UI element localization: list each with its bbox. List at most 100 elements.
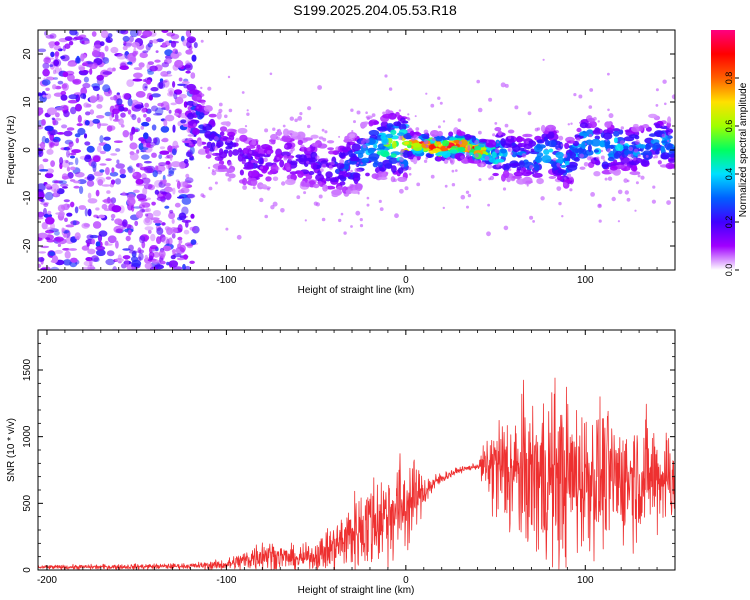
heatmap-blob — [161, 222, 166, 226]
heatmap-blob — [404, 186, 409, 191]
heatmap-blob — [66, 127, 75, 131]
heatmap-blob — [343, 231, 347, 235]
heatmap-blob — [526, 184, 529, 187]
heatmap-blob — [394, 213, 399, 219]
heatmap-blob — [510, 175, 516, 181]
heatmap-blob — [200, 100, 206, 105]
heatmap-blob — [603, 139, 611, 147]
heatmap-blob — [190, 213, 195, 219]
heatmap-blob — [141, 154, 150, 160]
heatmap-blob — [596, 156, 600, 160]
heatmap-blob — [161, 42, 167, 47]
heatmap-blob — [227, 177, 232, 182]
heatmap-blob — [319, 168, 324, 173]
heatmap-blob — [374, 160, 379, 165]
heatmap-blob — [324, 130, 328, 134]
heatmap-blob — [87, 248, 96, 255]
heatmap-blob — [82, 82, 91, 89]
heatmap-blob — [629, 158, 633, 162]
heatmap-blob — [444, 184, 448, 188]
heatmap-blob — [304, 219, 307, 222]
heatmap-blob — [398, 123, 407, 131]
heatmap-blob — [198, 112, 205, 119]
heatmap-blob — [138, 203, 145, 209]
heatmap-blob — [423, 159, 428, 163]
heatmap-blob — [38, 263, 42, 268]
y-tick-label: 10 — [22, 96, 33, 108]
heatmap-blob — [54, 230, 60, 236]
heatmap-blob — [628, 134, 638, 139]
heatmap-blob — [105, 158, 112, 162]
heatmap-blob — [205, 147, 210, 154]
heatmap-blob — [144, 254, 148, 261]
heatmap-blob — [422, 136, 430, 139]
heatmap-blob — [294, 118, 298, 123]
heatmap-blob — [407, 166, 412, 171]
heatmap-blob — [570, 122, 573, 125]
heatmap-blob — [91, 50, 99, 57]
heatmap-blob — [189, 226, 196, 231]
heatmap-blob — [171, 218, 175, 224]
heatmap-blob — [360, 140, 365, 145]
heatmap-blob — [170, 40, 177, 48]
heatmap-blob — [232, 149, 240, 156]
heatmap-blob — [48, 251, 55, 256]
heatmap-blob — [655, 104, 659, 107]
heatmap-blob — [400, 153, 404, 157]
heatmap-blob — [68, 141, 74, 147]
heatmap-blob — [288, 156, 293, 161]
heatmap-blob — [255, 153, 265, 158]
heatmap-blob — [416, 182, 421, 187]
heatmap-blob — [110, 46, 119, 54]
heatmap-blob — [87, 198, 98, 204]
heatmap-blob — [170, 102, 177, 106]
heatmap-blob — [386, 123, 394, 128]
heatmap-blob — [412, 142, 422, 148]
heatmap-blob — [281, 134, 292, 143]
heatmap-blob — [406, 116, 410, 120]
heatmap-blob — [186, 193, 196, 199]
heatmap-blob — [111, 205, 122, 213]
heatmap-blob — [269, 139, 274, 145]
heatmap-blob — [132, 51, 138, 57]
heatmap-blob — [104, 111, 112, 117]
heatmap-blob — [393, 178, 397, 182]
heatmap-blob — [365, 111, 368, 114]
heatmap-blob — [91, 238, 96, 245]
heatmap-blob — [119, 174, 127, 179]
heatmap-blob — [466, 154, 471, 158]
heatmap-blob — [368, 120, 374, 127]
heatmap-blob — [184, 64, 191, 69]
heatmap-blob — [338, 151, 346, 159]
heatmap-blob — [642, 124, 649, 129]
heatmap-blob — [437, 157, 442, 162]
heatmap-blob — [110, 153, 118, 156]
heatmap-blob — [139, 52, 148, 59]
heatmap-blob — [110, 179, 116, 185]
heatmap-blob — [143, 165, 153, 174]
heatmap-blob — [87, 208, 92, 217]
colorbar-tick-label: 0.0 — [724, 264, 734, 277]
heatmap-blob — [492, 172, 499, 177]
heatmap-blob — [50, 51, 55, 58]
heatmap-blob — [428, 144, 434, 150]
heatmap-blob — [300, 144, 305, 149]
heatmap-blob — [331, 189, 343, 196]
heatmap-blob — [38, 216, 44, 220]
heatmap-blob — [187, 134, 194, 137]
heatmap-blob — [95, 245, 106, 251]
heatmap-blob — [548, 176, 556, 179]
heatmap-blob — [140, 149, 147, 153]
heatmap-blob — [67, 62, 77, 67]
heatmap-blob — [38, 147, 43, 155]
heatmap-blob — [362, 144, 367, 149]
heatmap-blob — [366, 116, 370, 121]
heatmap-blob — [668, 164, 675, 169]
heatmap-blob — [238, 147, 242, 153]
heatmap-blob — [384, 74, 388, 78]
heatmap-blob — [153, 219, 163, 224]
heatmap-blob — [146, 79, 152, 85]
heatmap-blob — [107, 235, 117, 244]
